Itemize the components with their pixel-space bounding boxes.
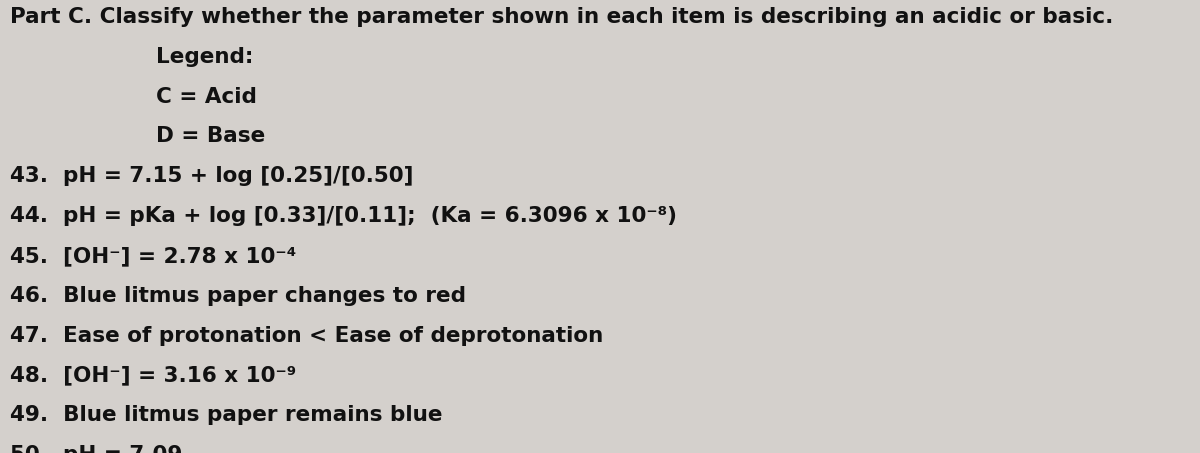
Text: 46.  Blue litmus paper changes to red: 46. Blue litmus paper changes to red xyxy=(10,286,466,306)
Text: 50.  pH = 7.09: 50. pH = 7.09 xyxy=(10,445,182,453)
Text: 45.  [OH⁻] = 2.78 x 10⁻⁴: 45. [OH⁻] = 2.78 x 10⁻⁴ xyxy=(10,246,296,266)
Text: 47.  Ease of protonation < Ease of deprotonation: 47. Ease of protonation < Ease of deprot… xyxy=(10,326,602,346)
Text: 44.  pH = pKa + log [0.33]/[0.11];  (Ka = 6.3096 x 10⁻⁸): 44. pH = pKa + log [0.33]/[0.11]; (Ka = … xyxy=(10,206,677,226)
Text: 49.  Blue litmus paper remains blue: 49. Blue litmus paper remains blue xyxy=(10,405,442,425)
Text: 48.  [OH⁻] = 3.16 x 10⁻⁹: 48. [OH⁻] = 3.16 x 10⁻⁹ xyxy=(10,366,296,386)
Text: D = Base: D = Base xyxy=(156,126,265,146)
Text: 43.  pH = 7.15 + log [0.25]/[0.50]: 43. pH = 7.15 + log [0.25]/[0.50] xyxy=(10,166,413,186)
Text: C = Acid: C = Acid xyxy=(156,87,257,106)
Text: Legend:: Legend: xyxy=(156,47,253,67)
Text: Part C. Classify whether the parameter shown in each item is describing an acidi: Part C. Classify whether the parameter s… xyxy=(10,7,1112,27)
